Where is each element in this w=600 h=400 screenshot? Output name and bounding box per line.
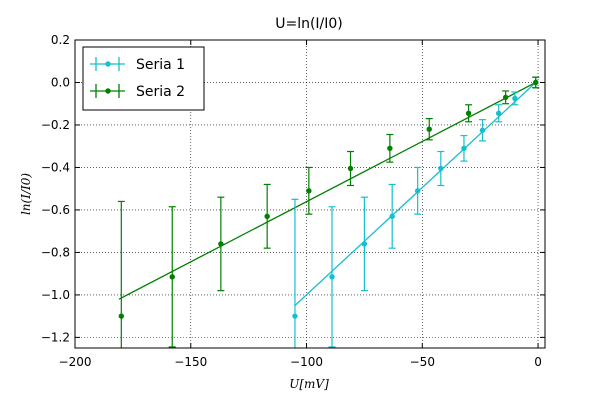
legend-entry-seria-1: Seria 1 xyxy=(90,57,185,73)
legend-marker-seria-2 xyxy=(105,88,111,94)
data-point-series-2 xyxy=(264,213,270,220)
x-tick-label: −50 xyxy=(410,355,435,369)
data-point-series-2 xyxy=(306,188,312,194)
y-tick-label: −0.8 xyxy=(41,245,70,259)
data-point-series-1 xyxy=(389,213,395,220)
fit-line-series-1 xyxy=(294,82,537,306)
data-point-series-2 xyxy=(387,145,393,152)
data-point-series-1 xyxy=(461,145,467,152)
legend-box xyxy=(82,46,205,111)
data-point-series-2 xyxy=(169,274,175,280)
legend: Seria 1 Seria 2 xyxy=(82,46,205,111)
fit-layer xyxy=(118,81,537,306)
data-point-series-2 xyxy=(347,165,354,172)
data-point-series-1 xyxy=(361,241,368,247)
data-point-series-1 xyxy=(512,95,518,102)
data-point-series-2 xyxy=(533,79,539,86)
tick-layer: −200 −150 −100 −50 0 −1.2 −1.0 −0.8 −0.6 −0.4 −0.2… xyxy=(41,33,545,369)
data-point-series-1 xyxy=(479,127,486,133)
legend-entry-seria-2: Seria 2 xyxy=(90,84,185,100)
data-point-series-1 xyxy=(414,188,421,194)
y-tick-label: −1.2 xyxy=(41,330,70,344)
legend-marker-seria-1 xyxy=(105,61,111,67)
data-point-series-1 xyxy=(438,165,444,172)
data-point-series-1 xyxy=(292,313,298,319)
y-tick-label: 0.0 xyxy=(51,75,70,89)
legend-label-seria-1: Seria 1 xyxy=(136,57,185,73)
y-axis-label: ln(I/I0) xyxy=(19,173,33,215)
y-tick-label: −0.4 xyxy=(41,160,70,174)
x-tick-label: −200 xyxy=(59,355,92,369)
plot-frame xyxy=(74,39,546,349)
data-layer xyxy=(117,76,540,348)
data-point-series-2 xyxy=(502,94,509,101)
y-tick-label: −0.6 xyxy=(41,203,70,217)
data-point-series-1 xyxy=(329,274,335,280)
data-point-series-1 xyxy=(495,110,502,116)
data-point-series-2 xyxy=(465,110,472,116)
fit-line-series-2 xyxy=(118,81,537,300)
chart-title: U=ln(I/I0) xyxy=(275,16,343,32)
y-tick-label: −1.0 xyxy=(41,288,70,302)
data-point-series-2 xyxy=(118,313,125,319)
y-tick-label: 0.2 xyxy=(51,33,70,47)
x-axis-label: U[mV] xyxy=(289,377,329,391)
x-tick-label: −150 xyxy=(174,355,207,369)
x-tick-label: 0 xyxy=(534,355,542,369)
data-point-series-2 xyxy=(218,241,224,247)
legend-label-seria-2: Seria 2 xyxy=(136,84,185,100)
x-tick-label: −100 xyxy=(290,355,323,369)
y-tick-label: −0.2 xyxy=(41,118,70,132)
data-point-series-2 xyxy=(426,126,432,132)
